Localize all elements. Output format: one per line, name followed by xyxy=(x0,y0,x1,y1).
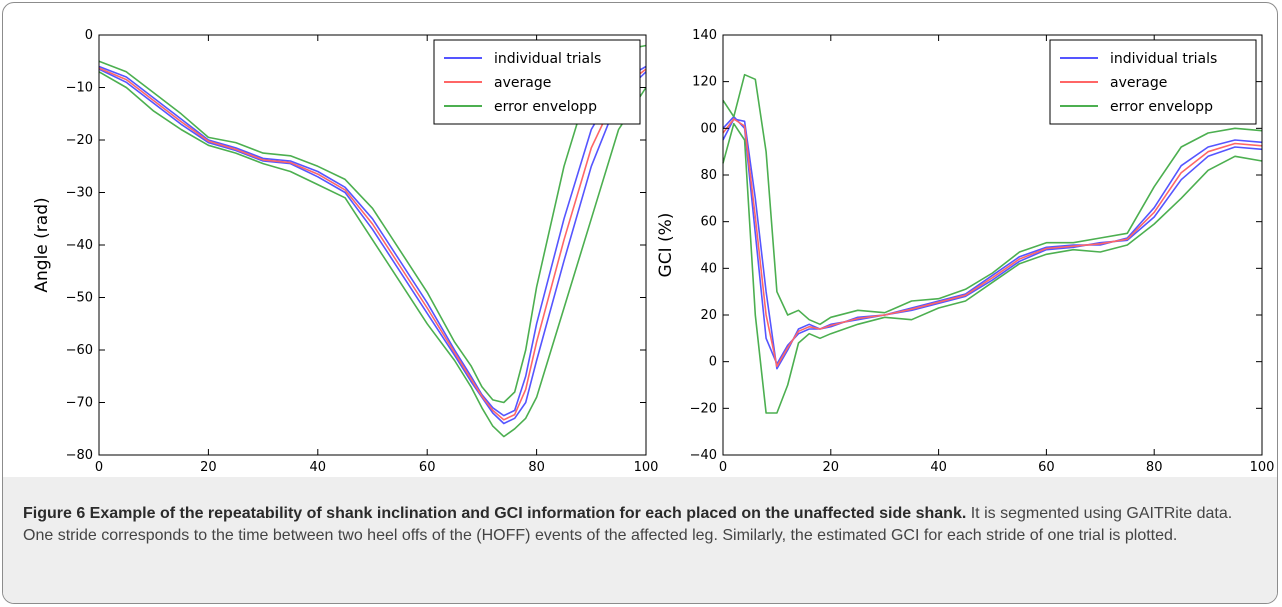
chart-gci-series-line-3 xyxy=(722,73,1263,326)
chart-angle-legend: individual trials average error envelopp xyxy=(433,39,641,125)
chart-angle-series-line-2 xyxy=(98,67,647,421)
chart-angle-series-line-1 xyxy=(98,65,647,417)
chart-angle-y-tick-label: −50 xyxy=(66,291,93,306)
chart-angle-series-line-3 xyxy=(98,71,647,438)
chart-angle-x-tick-label: 80 xyxy=(528,460,545,475)
chart-gci-y-tick-label: −40 xyxy=(690,448,717,463)
chart-gci-series-line-0 xyxy=(722,118,1263,370)
chart-gci-x-tick-label: 100 xyxy=(1250,460,1275,475)
chart-angle-y-tick-label: −70 xyxy=(66,396,93,411)
chart-gci-y-tick-label: 120 xyxy=(692,75,717,90)
chart-angle-legend-label: average xyxy=(494,75,551,91)
chart-gci-y-tick-label: 00 xyxy=(700,121,717,136)
chart-gci: 020406080100−40−2002040608000120140Time … xyxy=(656,28,1275,475)
chart-angle-series-line-0 xyxy=(98,68,647,425)
chart-angle-y-axis-label: Angle (rad) xyxy=(32,197,52,292)
chart-gci-x-tick-label: 20 xyxy=(823,460,840,475)
chart-angle: 020406080100−80−70−60−50−40−30−20−100Tim… xyxy=(32,28,659,475)
chart-angle-x-tick-label: 0 xyxy=(95,460,103,475)
chart-angle-y-tick-label: −30 xyxy=(66,186,93,201)
chart-angle-y-tick-label: −40 xyxy=(66,238,93,253)
chart-gci-legend: individual trials average error envelopp xyxy=(1049,39,1257,125)
chart-gci-y-tick-label: 0 xyxy=(709,355,717,370)
figure-caption: Figure 6 Example of the repeatability of… xyxy=(23,503,1263,547)
chart-angle-y-tick-label: −80 xyxy=(66,448,93,463)
chart-angle-y-tick-label: −60 xyxy=(66,343,93,358)
chart-gci-series-line-2 xyxy=(722,118,1263,368)
chart-angle-x-tick-label: 40 xyxy=(310,460,327,475)
chart-angle-y-tick-label: −10 xyxy=(66,81,93,96)
chart-gci-y-axis-label: GCI (%) xyxy=(656,213,676,278)
chart-gci-y-tick-label: 60 xyxy=(700,215,717,230)
chart-gci-x-tick-label: 0 xyxy=(719,460,727,475)
chart-gci-legend-label: average xyxy=(1110,75,1167,91)
chart-gci-x-tick-label: 80 xyxy=(1146,460,1163,475)
chart-gci-y-tick-label: 80 xyxy=(700,168,717,183)
chart-gci-series-line-4 xyxy=(722,122,1263,414)
chart-angle-legend-label: error envelopp xyxy=(494,99,597,115)
chart-gci-series-line-1 xyxy=(722,115,1263,365)
chart-gci-x-tick-label: 60 xyxy=(1038,460,1055,475)
chart-angle-legend-box xyxy=(433,39,641,125)
chart-gci-y-tick-label: −20 xyxy=(690,401,717,416)
chart-gci-plot-frame xyxy=(722,34,1263,456)
chart-angle-series-line-4 xyxy=(98,44,647,404)
chart-angle-x-tick-label: 20 xyxy=(200,460,217,475)
chart-gci-y-tick-label: 40 xyxy=(700,261,717,276)
chart-gci-legend-label: error envelopp xyxy=(1110,99,1213,115)
chart-gci-legend-label: individual trials xyxy=(1110,51,1217,67)
chart-angle-x-tick-label: 100 xyxy=(634,460,659,475)
figure-charts: 020406080100−80−70−60−50−40−30−20−100Tim… xyxy=(32,28,1275,475)
chart-angle-x-tick-label: 60 xyxy=(419,460,436,475)
chart-angle-y-tick-label: −20 xyxy=(66,133,93,148)
chart-gci-y-tick-label: 140 xyxy=(692,28,717,43)
caption-background xyxy=(3,477,1277,603)
chart-angle-legend-label: individual trials xyxy=(494,51,601,67)
caption-title: Figure 6 Example of the repeatability of… xyxy=(23,505,967,522)
chart-angle-y-tick-label: 0 xyxy=(85,28,93,43)
chart-gci-x-tick-label: 40 xyxy=(930,460,947,475)
chart-gci-y-tick-label: 20 xyxy=(700,308,717,323)
caption-body: It is segmented using GAITRite data. One… xyxy=(23,505,1233,544)
